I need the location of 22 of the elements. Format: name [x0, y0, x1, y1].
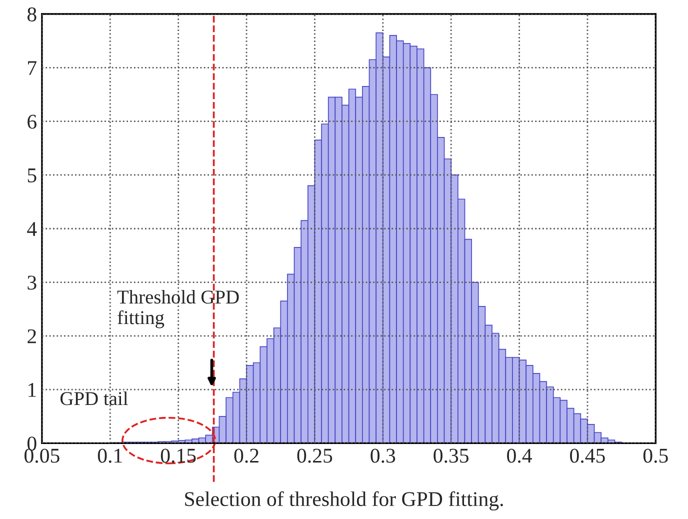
- text: Selection of threshold for GPD fitting.: [185, 491, 503, 510]
- x-tick-label: 0.25: [297, 448, 332, 463]
- y-tick-label: 0: [27, 436, 36, 451]
- x-tick-label: 0.2: [234, 448, 258, 463]
- x-tick-label: 0.05: [24, 448, 60, 463]
- y-tick-label: 6: [28, 114, 36, 129]
- annotation: Threshold GPD fitting: [117, 290, 239, 328]
- y-tick-label: 4: [27, 222, 37, 236]
- y-tick-label: 5: [28, 168, 36, 182]
- x-tick-label: 0.3: [370, 448, 396, 463]
- x-tick-label: 0.15: [160, 448, 196, 463]
- y-tick-label: 8: [27, 7, 36, 22]
- x-tick-label: 0.4: [507, 448, 532, 463]
- x-tick-label: 0.5: [643, 448, 668, 463]
- x-tick-label: 0.35: [434, 448, 469, 463]
- x-tick-label: 0.1: [98, 448, 122, 463]
- annotation: GPD tail: [60, 391, 128, 406]
- y-tick-label: 7: [28, 61, 37, 75]
- y-tick-label: 3: [28, 276, 36, 290]
- x-tick-label: 0.45: [570, 448, 605, 463]
- y-tick-label: 1: [28, 383, 36, 397]
- y-tick-label: 2: [28, 329, 36, 344]
